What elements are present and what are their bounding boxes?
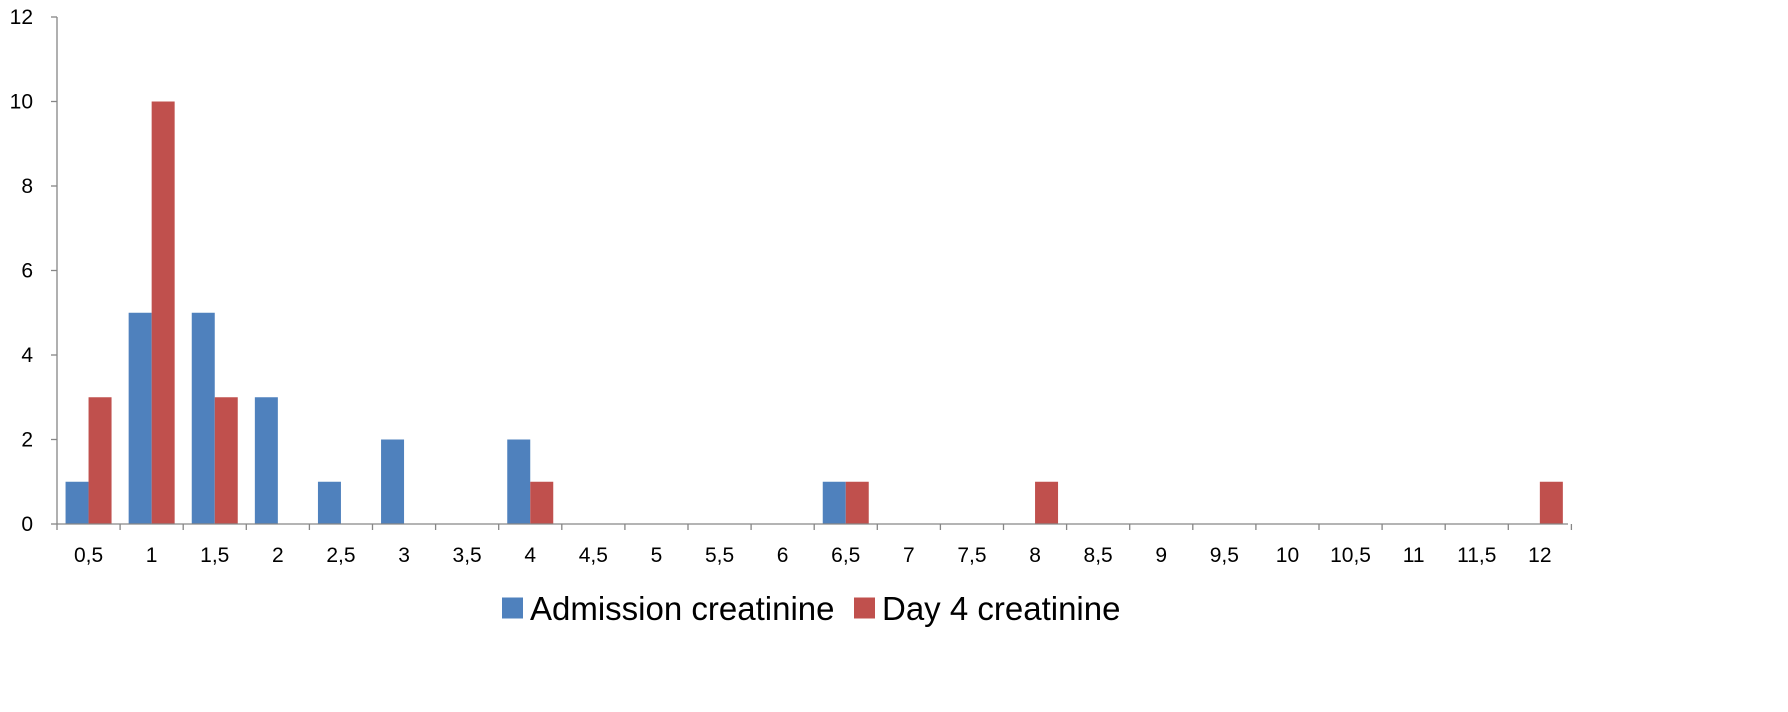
axes bbox=[56, 17, 1568, 525]
legend-item: Day 4 creatinine bbox=[854, 590, 1120, 627]
x-tick-label: 9,5 bbox=[1210, 544, 1239, 567]
x-tick-label: 11 bbox=[1403, 544, 1425, 567]
legend-label: Admission creatinine bbox=[530, 590, 834, 627]
x-tick-label: 4 bbox=[524, 544, 536, 567]
legend-swatch bbox=[502, 597, 523, 619]
x-tick-label: 2,5 bbox=[326, 544, 355, 567]
x-axis-tick-labels: 0,5 1 1,5 2 2,5 3 3,5 4 4,5 5 5,5 6 6,5 7 7,5 8 8,5 9 9,5 1… bbox=[74, 544, 1552, 567]
x-tick-label: 10 bbox=[1276, 544, 1299, 567]
bar bbox=[507, 439, 531, 524]
bar bbox=[530, 481, 554, 524]
x-tick-label: 1,5 bbox=[200, 544, 229, 567]
legend: Admission creatinine Day 4 creatinine bbox=[502, 590, 1120, 627]
legend-item: Admission creatinine bbox=[502, 590, 834, 627]
y-tick-label: 2 bbox=[21, 429, 33, 452]
x-tick-label: 12 bbox=[1528, 544, 1551, 567]
y-tick-label: 10 bbox=[10, 91, 33, 114]
x-tick-label: 0,5 bbox=[74, 544, 103, 567]
y-tick-label: 0 bbox=[21, 513, 33, 536]
x-tick-label: 1 bbox=[146, 544, 158, 567]
bar bbox=[254, 397, 278, 524]
bar bbox=[151, 101, 175, 524]
bar bbox=[1035, 481, 1059, 524]
bar bbox=[128, 312, 152, 524]
x-tick-label: 8,5 bbox=[1084, 544, 1113, 567]
bar bbox=[88, 397, 112, 524]
legend-label: Day 4 creatinine bbox=[882, 590, 1120, 627]
y-axis-ticks bbox=[51, 16, 57, 525]
x-tick-label: 5,5 bbox=[705, 544, 734, 567]
x-tick-label: 5 bbox=[651, 544, 663, 567]
bar bbox=[214, 397, 238, 524]
y-axis-tick-labels: 0 2 4 6 8 10 12 bbox=[10, 6, 34, 536]
x-tick-label: 6,5 bbox=[831, 544, 860, 567]
x-tick-label: 3 bbox=[398, 544, 410, 567]
bar bbox=[65, 481, 89, 524]
x-tick-label: 10,5 bbox=[1330, 544, 1371, 567]
y-tick-label: 12 bbox=[10, 6, 33, 29]
bar bbox=[381, 439, 405, 524]
y-tick-label: 6 bbox=[21, 260, 33, 283]
x-tick-label: 11,5 bbox=[1457, 544, 1496, 567]
x-tick-label: 4,5 bbox=[579, 544, 608, 567]
legend-swatch bbox=[854, 597, 875, 619]
x-tick-label: 9 bbox=[1155, 544, 1167, 567]
bar-series-day-4-creatinine bbox=[88, 101, 1563, 524]
bars-group bbox=[65, 101, 1563, 524]
x-tick-label: 7,5 bbox=[957, 544, 986, 567]
x-tick-label: 3,5 bbox=[453, 544, 482, 567]
x-tick-label: 8 bbox=[1029, 544, 1041, 567]
x-axis-ticks bbox=[56, 524, 1573, 530]
x-tick-label: 7 bbox=[903, 544, 915, 567]
bar bbox=[822, 481, 846, 524]
bar bbox=[1539, 481, 1563, 524]
bar-series-admission-creatinine bbox=[65, 312, 846, 524]
y-tick-label: 8 bbox=[21, 175, 33, 198]
bar bbox=[191, 312, 215, 524]
bar bbox=[317, 481, 341, 524]
y-tick-label: 4 bbox=[21, 344, 33, 367]
x-tick-label: 6 bbox=[777, 544, 789, 567]
x-tick-label: 2 bbox=[272, 544, 284, 567]
bar bbox=[845, 481, 869, 524]
